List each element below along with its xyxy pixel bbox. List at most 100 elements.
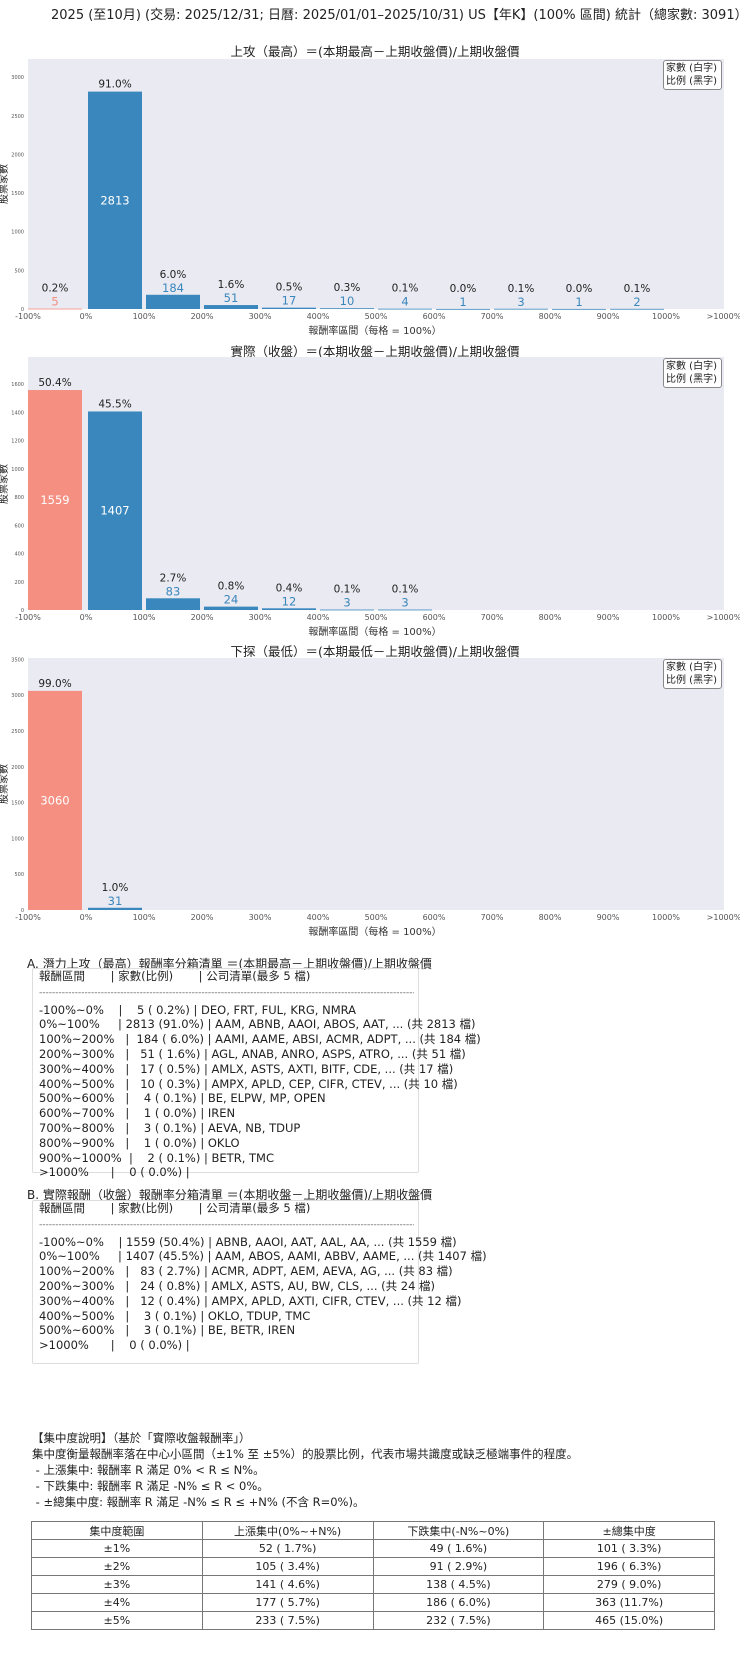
bar-600%~700% <box>436 308 490 310</box>
percent-label: 0.1% <box>334 584 361 596</box>
list-row: 800%~900% | 1 ( 0.0%) | OKLO <box>39 1135 240 1150</box>
legend-count-label: 家數 (白字) <box>666 63 717 74</box>
count-label: 3 <box>401 596 408 610</box>
y-tick-label: 0 <box>21 608 24 614</box>
x-tick-label: 200% <box>191 312 214 321</box>
table-cell: 363 (11.7%) <box>543 1593 715 1612</box>
list-row: >1000% | 0 ( 0.0%) | <box>39 1338 190 1353</box>
x-tick-label: 800% <box>539 312 562 321</box>
list-row: -100%~0% | 1559 (50.4%) | ABNB, AAOI, AA… <box>39 1234 457 1249</box>
bar-900%~1000% <box>610 308 664 310</box>
count-label: 31 <box>108 894 123 908</box>
concentration-line: - 下跌集中: 報酬率 R 滿足 -N% ≤ R < 0%。 <box>32 1479 269 1493</box>
list-header: 報酬區間 | 家數(比例) | 公司清單(最多 5 檔) <box>39 969 311 983</box>
table-row: ±4% 177 ( 5.7%) 186 ( 6.0%) 363 (11.7%) <box>31 1593 715 1612</box>
bar-200%~300% <box>204 305 258 309</box>
percent-label: 6.0% <box>160 269 187 281</box>
y-tick-label: 200 <box>14 580 24 586</box>
count-label: 51 <box>224 291 239 305</box>
percent-label: 45.5% <box>98 398 131 410</box>
x-axis-label: 報酬率區間（每格 = 100%） <box>308 326 442 337</box>
x-tick-label: 300% <box>249 613 272 622</box>
count-label: 12 <box>282 594 297 608</box>
histogram-chart: 0 500 1000 1500 2000 2500 3000 3500 -100% 0% 100% 2… <box>11 657 740 922</box>
count-label: 24 <box>224 593 239 607</box>
percent-label: 0.5% <box>276 282 303 294</box>
bar-0%~100% <box>88 907 142 910</box>
list-row: 0%~100% | 2813 (91.0%) | AAM, ABNB, AAOI… <box>39 1017 476 1032</box>
y-tick-label: 1400 <box>11 410 24 416</box>
count-label: 3 <box>343 596 350 610</box>
y-tick-label: 2500 <box>11 729 24 735</box>
x-tick-label: 900% <box>597 913 620 922</box>
x-tick-label: 200% <box>191 913 214 922</box>
bar-800%~900% <box>552 308 606 310</box>
x-tick-label: 700% <box>481 613 504 622</box>
x-tick-label: 400% <box>307 312 330 321</box>
legend-count-label: 家數 (白字) <box>666 662 717 673</box>
x-tick-label: 700% <box>481 312 504 321</box>
plot-area <box>28 658 724 910</box>
table-cell: ±3% <box>31 1575 203 1594</box>
chart-title: 上攻（最高）＝(本期最高－上期收盤價)/上期收盤價 <box>230 44 520 59</box>
y-axis-label: 股票家數 <box>0 764 10 804</box>
percent-label: 0.0% <box>566 283 593 295</box>
table-cell: 279 ( 9.0%) <box>543 1575 715 1594</box>
list-row: 300%~400% | 12 ( 0.4%) | AMPX, APLD, AXT… <box>39 1293 462 1308</box>
count-label: 2813 <box>100 193 129 207</box>
legend-box: 家數 (白字) 比例 (黑字) <box>663 358 722 388</box>
list-row: 300%~400% | 17 ( 0.5%) | AMLX, ASTS, AXT… <box>39 1061 454 1076</box>
table-cell: ±1% <box>31 1539 203 1558</box>
table-row: ±3% 141 ( 4.6%) 138 ( 4.5%) 279 ( 9.0%) <box>31 1575 715 1594</box>
percent-label: 1.0% <box>102 882 129 894</box>
table-cell: 138 ( 4.5%) <box>372 1575 545 1594</box>
page-title: 2025 (至10月) (交易: 2025/12/31; 日曆: 2025/01… <box>51 8 740 23</box>
percent-label: 0.8% <box>218 581 245 593</box>
y-tick-label: 400 <box>14 552 24 558</box>
table-cell: 186 ( 6.0%) <box>372 1593 545 1612</box>
plot-area <box>28 357 724 610</box>
list-separator: ----------------------------------------… <box>39 987 414 998</box>
count-label: 2 <box>633 295 640 309</box>
bar-0%~100% <box>88 411 142 610</box>
x-tick-label: 900% <box>597 312 620 321</box>
x-tick-label: 600% <box>423 913 446 922</box>
legend-percent-label: 比例 (黑字) <box>666 675 717 686</box>
y-axis-label: 股票家數 <box>0 463 10 504</box>
table-cell: 465 (15.0%) <box>543 1611 715 1630</box>
count-label: 1 <box>575 295 582 309</box>
table-header-cell: 上漲集中(0%~+N%) <box>201 1521 374 1540</box>
table-header-cell: 下跌集中(-N%~0%) <box>372 1521 545 1540</box>
bar--100%~0% <box>28 308 82 310</box>
x-tick-label: 1000% <box>652 913 680 922</box>
list-row: 100%~200% | 83 ( 2.7%) | ACMR, ADPT, AEM… <box>39 1264 453 1279</box>
table-cell: ±4% <box>31 1593 203 1612</box>
bar-500%~600% <box>378 609 432 611</box>
table-cell: 177 ( 5.7%) <box>201 1593 374 1612</box>
y-tick-label: 1000 <box>11 836 24 842</box>
y-tick-label: 1500 <box>11 801 24 807</box>
bar--100%~0% <box>28 690 82 910</box>
list-separator: ----------------------------------------… <box>39 1219 414 1230</box>
percent-label: 50.4% <box>38 377 71 389</box>
x-tick-label: 0% <box>80 613 93 622</box>
y-tick-label: 500 <box>14 872 24 878</box>
list-row: 900%~1000% | 2 ( 0.1%) | BETR, TMC <box>39 1150 274 1165</box>
table-cell: 49 ( 1.6%) <box>372 1539 545 1558</box>
x-tick-label: 500% <box>365 613 388 622</box>
x-tick-label: -100% <box>15 613 41 622</box>
list-row: 200%~300% | 51 ( 1.6%) | AGL, ANAB, ANRO… <box>39 1046 466 1061</box>
x-tick-label: >1000% <box>707 312 740 321</box>
y-tick-label: 0 <box>21 307 24 313</box>
x-tick-label: 1000% <box>652 312 680 321</box>
table-row: ±5% 233 ( 7.5%) 232 ( 7.5%) 465 (15.0%) <box>31 1611 715 1630</box>
y-tick-label: 1600 <box>11 382 24 388</box>
y-tick-label: 3000 <box>11 75 24 81</box>
y-tick-label: 3000 <box>11 693 24 699</box>
table-cell: 105 ( 3.4%) <box>201 1557 374 1576</box>
bar-500%~600% <box>378 308 432 310</box>
bar-100%~200% <box>146 294 200 309</box>
y-tick-label: 1500 <box>11 191 24 197</box>
y-axis-label: 股票家數 <box>0 164 10 204</box>
x-tick-label: 400% <box>307 913 330 922</box>
